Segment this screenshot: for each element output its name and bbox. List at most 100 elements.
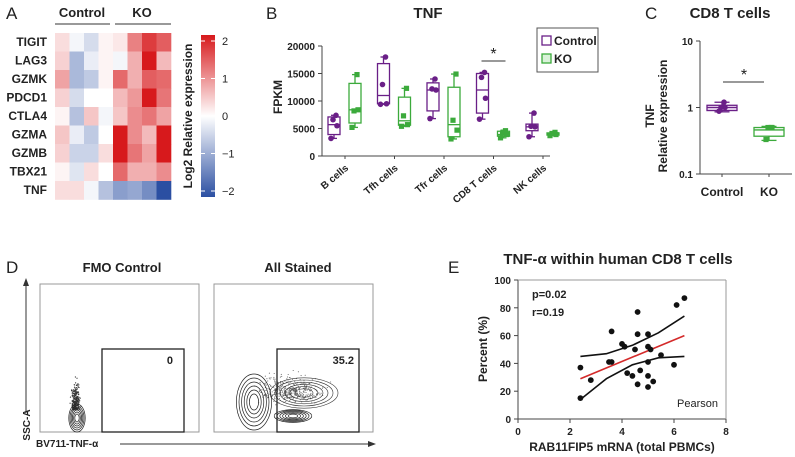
flow-event [73, 386, 76, 388]
flow-event [304, 397, 306, 399]
confidence-band-lower [579, 355, 685, 401]
flow-event [308, 382, 310, 385]
flow-event [268, 372, 270, 374]
flow-event [74, 387, 76, 389]
heatmap-cell [84, 70, 99, 89]
flow-event [291, 378, 294, 380]
flow-event [285, 400, 287, 403]
box-control-point [377, 101, 384, 108]
flow-event [266, 378, 268, 380]
flow-event [263, 394, 266, 396]
panel-letter-b: B [266, 4, 277, 23]
flow-event [303, 398, 305, 400]
box-ko-point [450, 117, 456, 123]
panel-a-heatmap: A Control KO TIGIT LAG3 GZMK PDCD1 CTLA4 GZMA… [6, 4, 235, 200]
heatmap-cell [113, 144, 128, 163]
flow-event [69, 396, 72, 398]
flow-event [285, 392, 287, 394]
flow-event [71, 403, 73, 405]
heatmap-cell [69, 162, 85, 182]
flow-event [77, 394, 79, 396]
box-control-point [382, 54, 389, 60]
heatmap-cell [113, 107, 128, 126]
flow-event [280, 383, 282, 385]
panel-c-boxplot: C CD8 T cells TNF Relative expression 0.… [643, 4, 792, 199]
flow-event [273, 400, 275, 403]
flow-contour [274, 379, 334, 407]
scatter-point [608, 359, 615, 365]
flow-contour [69, 405, 85, 431]
flow-event [282, 393, 284, 395]
flow-contour [284, 384, 324, 402]
flow-event [273, 389, 275, 392]
flow-event [77, 385, 79, 387]
significance-star-c: * [741, 67, 747, 84]
flow-event [289, 387, 291, 389]
box-ko-point [403, 85, 410, 91]
flow-event [301, 393, 303, 395]
flow-event [273, 386, 275, 388]
flow-event [293, 392, 295, 394]
flow-event [299, 394, 301, 396]
box-ko-point [549, 130, 555, 137]
flow-event [71, 393, 73, 395]
flow-event [297, 371, 299, 373]
heatmap-row-label: CTLA4 [8, 109, 47, 123]
flow-event [264, 375, 266, 377]
flow-event [315, 396, 317, 399]
flow-event [280, 382, 282, 384]
flow-event [74, 390, 76, 392]
flow-event [267, 380, 269, 382]
box-control-point [333, 112, 339, 119]
flow-event [75, 401, 77, 403]
box-control-point [526, 133, 532, 140]
box-control-box [376, 62, 391, 105]
flow-event [302, 383, 304, 385]
heatmap-cell [55, 162, 70, 182]
annotation-pearson: Pearson [677, 398, 718, 410]
heatmap-cell [127, 181, 143, 200]
flow-event [307, 387, 309, 389]
heatmap-cell [84, 162, 99, 182]
heatmap-cell [142, 33, 157, 52]
legend-label-control: Control [554, 34, 597, 48]
flow-event [295, 392, 297, 394]
y-tick-label-e: 60 [500, 332, 512, 343]
heatmap-cell [156, 125, 172, 145]
y-tick-label-b: 15000 [287, 70, 315, 81]
flow-contour [294, 388, 314, 398]
heatmap-cell [113, 181, 128, 200]
flow-event [285, 394, 287, 396]
flow-event [270, 377, 272, 379]
flow-event [76, 388, 78, 390]
flow-event [75, 382, 77, 384]
heatmap-cell [98, 51, 114, 71]
heatmap-cell [55, 51, 70, 71]
flow-event [265, 394, 267, 396]
flow-event [277, 393, 279, 395]
flow-contour [68, 403, 86, 433]
heatmap-cell [142, 88, 157, 108]
heatmap-cell [69, 33, 85, 52]
flow-event [273, 376, 275, 378]
box-control-c-point [722, 104, 728, 111]
heatmap-cell [156, 88, 172, 108]
flow-event [72, 395, 74, 397]
colorbar [201, 35, 215, 197]
flow-event [274, 378, 276, 380]
flow-event [279, 386, 281, 389]
x-tick-label-b: Tfr cells [413, 163, 450, 196]
box-ko-point [502, 128, 509, 134]
flow-event [78, 396, 80, 398]
flow-event [74, 393, 76, 395]
flow-event [283, 387, 285, 389]
box-ko-c-point [765, 124, 771, 131]
flow-event [286, 393, 288, 395]
flow-event [302, 395, 304, 397]
chart-title-c: CD8 T cells [690, 5, 771, 22]
scatter-point [637, 367, 644, 374]
flow-event [74, 400, 77, 402]
flow-event [311, 401, 313, 403]
y-tick-label-e: 100 [494, 276, 511, 287]
heatmap-cell [142, 51, 157, 71]
